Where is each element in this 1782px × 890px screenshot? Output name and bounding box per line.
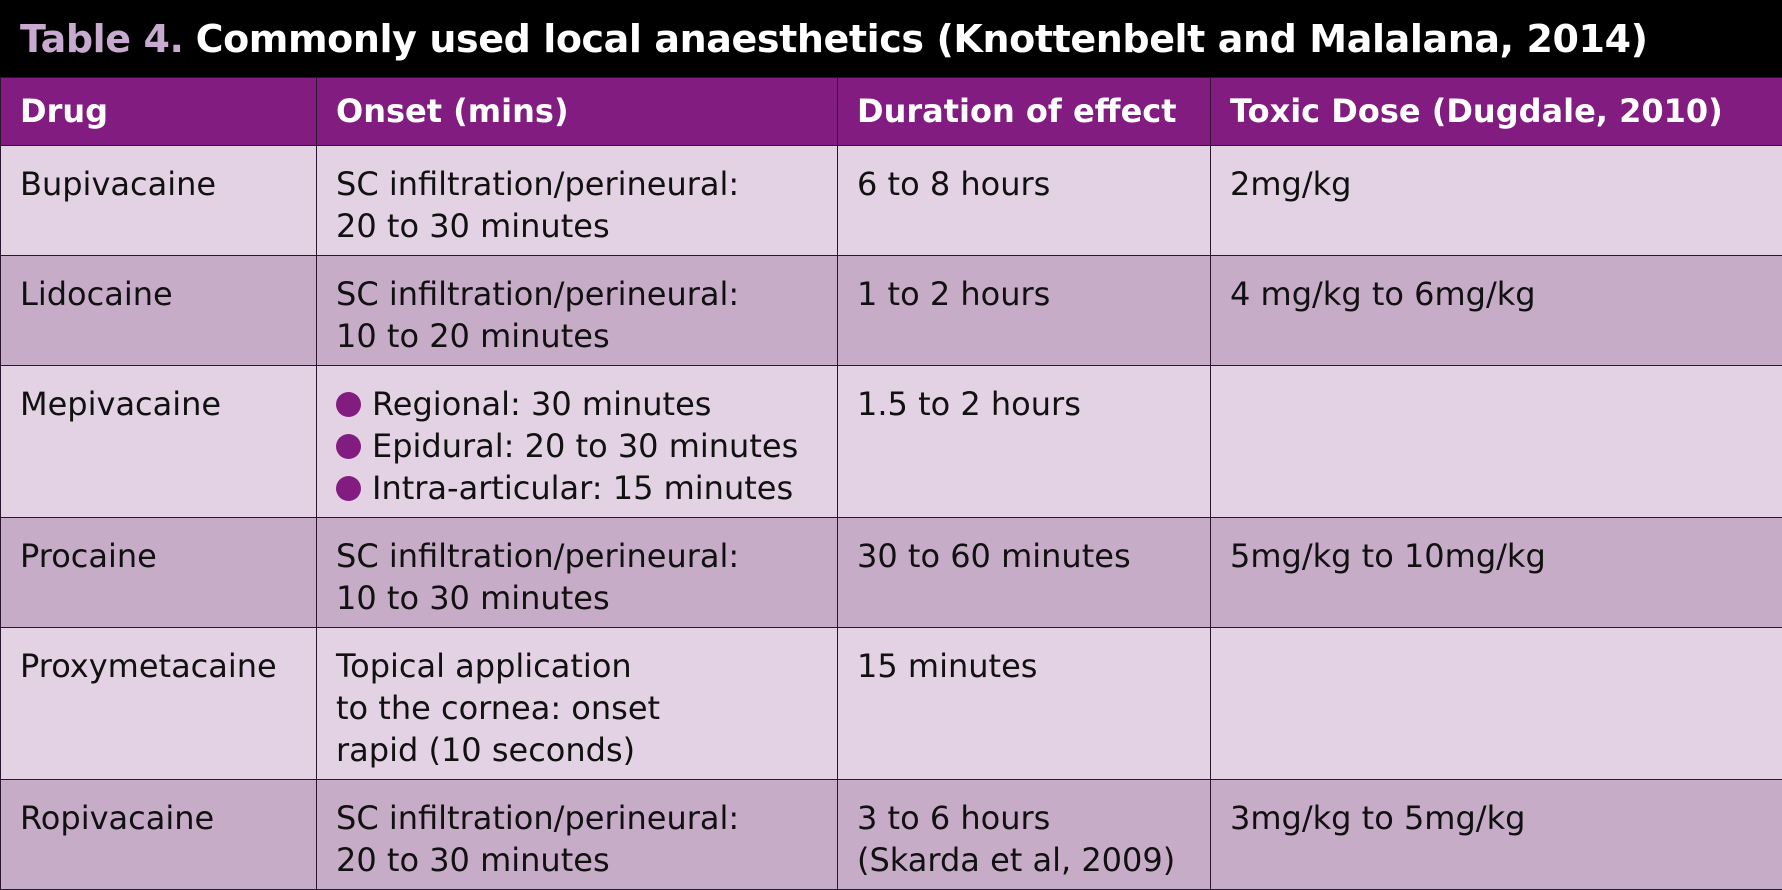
onset-bullet-item: Epidural: 20 to 30 minutes bbox=[336, 425, 819, 467]
onset-cell: SC infiltration/perineural: 10 to 20 min… bbox=[317, 256, 838, 366]
onset-bullet-text: Intra-articular: 15 minutes bbox=[372, 467, 793, 509]
duration-cell: 15 minutes bbox=[838, 628, 1211, 780]
table-row: Mepivacaine Regional: 30 minutes Epidura… bbox=[1, 366, 1782, 518]
onset-bullet-text: Epidural: 20 to 30 minutes bbox=[372, 425, 798, 467]
duration-line: 1 to 2 hours bbox=[857, 273, 1192, 315]
duration-cell: 3 to 6 hours (Skarda et al, 2009) bbox=[838, 780, 1211, 890]
duration-line: 3 to 6 hours bbox=[857, 797, 1192, 839]
filled-circle-bullet-icon bbox=[336, 476, 361, 501]
onset-line: to the cornea: onset bbox=[336, 687, 819, 729]
table-number: Table 4. bbox=[20, 17, 184, 61]
drug-cell: Lidocaine bbox=[1, 256, 317, 366]
table-title: Commonly used local anaesthetics (Knotte… bbox=[196, 17, 1648, 61]
onset-line: SC infiltration/perineural: bbox=[336, 273, 819, 315]
drug-cell: Bupivacaine bbox=[1, 146, 317, 256]
column-header-duration: Duration of effect bbox=[838, 78, 1211, 146]
duration-cell: 6 to 8 hours bbox=[838, 146, 1211, 256]
column-header-onset: Onset (mins) bbox=[317, 78, 838, 146]
toxic-dose-cell: 3mg/kg to 5mg/kg bbox=[1211, 780, 1782, 890]
table-caption: Table 4. Commonly used local anaesthetic… bbox=[0, 0, 1782, 77]
onset-line: rapid (10 seconds) bbox=[336, 729, 819, 771]
onset-line: SC infiltration/perineural: bbox=[336, 797, 819, 839]
onset-line: SC infiltration/perineural: bbox=[336, 163, 819, 205]
onset-bullet-item: Intra-articular: 15 minutes bbox=[336, 467, 819, 509]
toxic-dose-cell: 5mg/kg to 10mg/kg bbox=[1211, 518, 1782, 628]
onset-cell: Regional: 30 minutes Epidural: 20 to 30 … bbox=[317, 366, 838, 518]
onset-cell: SC infiltration/perineural: 20 to 30 min… bbox=[317, 146, 838, 256]
drug-cell: Mepivacaine bbox=[1, 366, 317, 518]
onset-line: SC infiltration/perineural: bbox=[336, 535, 819, 577]
onset-line: 10 to 20 minutes bbox=[336, 315, 819, 357]
onset-bullet-item: Regional: 30 minutes bbox=[336, 383, 819, 425]
table-row: Ropivacaine SC infiltration/perineural: … bbox=[1, 780, 1782, 890]
onset-line: 20 to 30 minutes bbox=[336, 839, 819, 881]
toxic-dose-cell bbox=[1211, 366, 1782, 518]
anaesthetics-table: Drug Onset (mins) Duration of effect Tox… bbox=[0, 77, 1782, 890]
onset-cell: SC infiltration/perineural: 10 to 30 min… bbox=[317, 518, 838, 628]
column-header-toxic-dose: Toxic Dose (Dugdale, 2010) bbox=[1211, 78, 1782, 146]
duration-cell: 1 to 2 hours bbox=[838, 256, 1211, 366]
filled-circle-bullet-icon bbox=[336, 392, 361, 417]
onset-line: 20 to 30 minutes bbox=[336, 205, 819, 247]
toxic-dose-cell: 4 mg/kg to 6mg/kg bbox=[1211, 256, 1782, 366]
table-row: Proxymetacaine Topical application to th… bbox=[1, 628, 1782, 780]
duration-line: 6 to 8 hours bbox=[857, 163, 1192, 205]
table-row: Lidocaine SC infiltration/perineural: 10… bbox=[1, 256, 1782, 366]
drug-cell: Proxymetacaine bbox=[1, 628, 317, 780]
table-header-row: Drug Onset (mins) Duration of effect Tox… bbox=[1, 78, 1782, 146]
onset-line: Topical application bbox=[336, 645, 819, 687]
table-row: Bupivacaine SC infiltration/perineural: … bbox=[1, 146, 1782, 256]
column-header-drug: Drug bbox=[1, 78, 317, 146]
onset-cell: Topical application to the cornea: onset… bbox=[317, 628, 838, 780]
onset-line: 10 to 30 minutes bbox=[336, 577, 819, 619]
drug-cell: Procaine bbox=[1, 518, 317, 628]
toxic-dose-cell bbox=[1211, 628, 1782, 780]
duration-line: 30 to 60 minutes bbox=[857, 535, 1192, 577]
onset-bullet-text: Regional: 30 minutes bbox=[372, 383, 711, 425]
filled-circle-bullet-icon bbox=[336, 434, 361, 459]
duration-line: 15 minutes bbox=[857, 645, 1192, 687]
duration-cell: 30 to 60 minutes bbox=[838, 518, 1211, 628]
drug-cell: Ropivacaine bbox=[1, 780, 317, 890]
duration-cell: 1.5 to 2 hours bbox=[838, 366, 1211, 518]
duration-line: (Skarda et al, 2009) bbox=[857, 839, 1192, 881]
toxic-dose-cell: 2mg/kg bbox=[1211, 146, 1782, 256]
table-row: Procaine SC infiltration/perineural: 10 … bbox=[1, 518, 1782, 628]
duration-line: 1.5 to 2 hours bbox=[857, 383, 1192, 425]
onset-cell: SC infiltration/perineural: 20 to 30 min… bbox=[317, 780, 838, 890]
